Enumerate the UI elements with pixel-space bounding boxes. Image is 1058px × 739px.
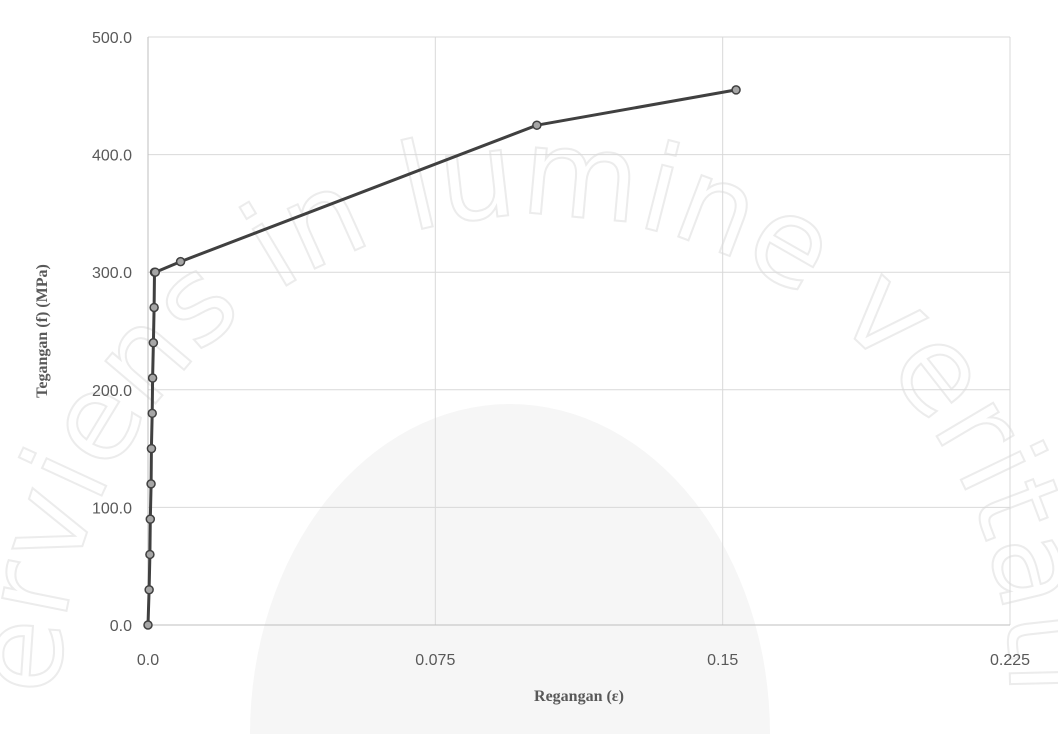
data-point	[144, 584, 154, 595]
data-point	[145, 514, 156, 524]
y-tick-label: 100.0	[92, 500, 132, 517]
axes	[147, 37, 1010, 626]
y-tick-label: 500.0	[92, 30, 132, 47]
y-axis-tick-labels: 0.0 100.0 200.0 300.0 400.0 500.0	[92, 30, 132, 635]
data-point	[150, 267, 161, 277]
data-point	[146, 443, 157, 454]
y-axis-title: Tegangan (f) (MPa)	[34, 264, 51, 398]
data-point	[145, 549, 155, 560]
data-point	[149, 302, 159, 313]
y-tick-label: 200.0	[92, 383, 132, 400]
data-point	[148, 338, 159, 348]
y-tick-label: 0.0	[110, 618, 132, 635]
data-point	[147, 373, 158, 383]
data-point	[532, 120, 542, 130]
y-tick-label: 400.0	[92, 148, 132, 165]
data-point	[146, 479, 156, 489]
x-axis-title: Regangan (ε)	[534, 688, 624, 705]
data-point	[731, 85, 741, 95]
series	[143, 85, 741, 630]
x-tick-label: 0.0	[137, 652, 159, 669]
y-tick-label: 300.0	[92, 265, 132, 282]
gridlines	[148, 36, 1011, 625]
data-point	[175, 256, 186, 267]
x-tick-label: 0.075	[415, 652, 455, 669]
x-tick-label: 0.225	[990, 652, 1030, 669]
x-tick-label: 0.15	[707, 652, 738, 669]
x-axis-tick-labels: 0.0 0.075 0.15 0.225	[137, 652, 1030, 669]
watermark-emblem	[250, 404, 770, 734]
data-point	[143, 620, 153, 630]
data-point	[147, 408, 157, 419]
